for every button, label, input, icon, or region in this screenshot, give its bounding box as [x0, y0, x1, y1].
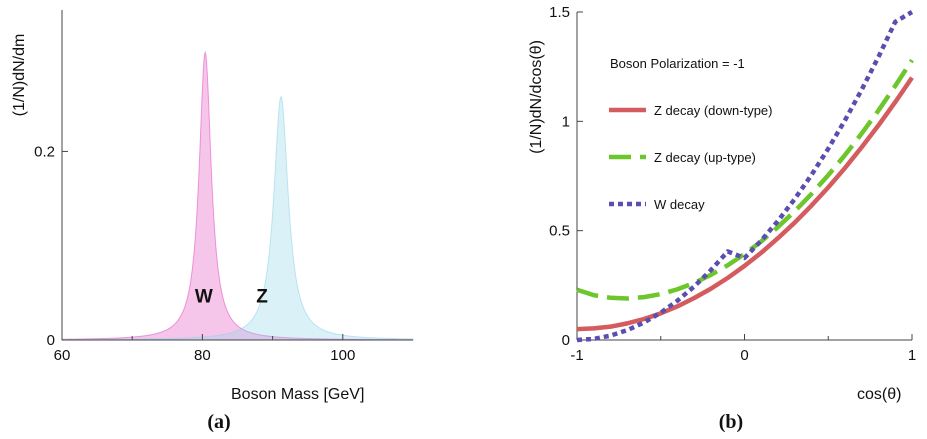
series-lines — [576, 10, 914, 343]
legend: Z decay (down-type) Z decay (up-type) W de… — [609, 103, 773, 212]
a-ticks: 60 80 100 0 0.2 — [34, 143, 355, 364]
legend-label: Z decay (down-type) — [654, 103, 773, 118]
b-x-tick-label: 0 — [740, 347, 748, 364]
b-x-tick-label: -1 — [570, 347, 583, 364]
b-y-tick-label: 0 — [562, 332, 570, 349]
a-y-tick-label: 0.2 — [34, 143, 55, 160]
panel-label-a: (a) — [207, 411, 230, 433]
a-x-axis-label: Boson Mass [GeV] — [231, 386, 364, 403]
panel-b: -1 0 100.511.5 Boson Polarization = -1 Z d… — [528, 4, 916, 433]
legend-label: W decay — [654, 197, 705, 212]
b-x-tick-label: 1 — [908, 347, 916, 364]
peak-label-w: W — [195, 286, 213, 307]
b-y-axis-label: (1/N)dN/dcos(θ) — [528, 40, 545, 154]
panel-a: 60 80 100 0 0.2 W Z (1/N)dN/dm Boson Mass [G… — [11, 10, 414, 433]
series-line-1 — [576, 58, 914, 301]
peak-area-w — [61, 50, 414, 341]
b-y-tick-label: 1 — [562, 113, 570, 130]
a-y-axis-label: (1/N)dN/dm — [11, 34, 28, 117]
a-x-tick-label: 80 — [194, 347, 211, 364]
a-y-tick-label: 0 — [47, 332, 55, 349]
series-line-0 — [576, 76, 914, 332]
legend-title: Boson Polarization = -1 — [610, 56, 745, 71]
b-ticks: -1 0 100.511.5 — [549, 4, 916, 364]
b-y-tick-label: 1.5 — [549, 4, 570, 21]
a-x-tick-label: 60 — [54, 347, 71, 364]
b-y-tick-label: 0.5 — [549, 223, 570, 240]
peak-fills — [61, 50, 414, 341]
panel-label-b: (b) — [719, 411, 743, 433]
peak-area-z — [61, 95, 414, 341]
series-line-2 — [576, 10, 914, 343]
peak-label-z: Z — [256, 286, 268, 307]
b-x-axis-label: cos(θ) — [857, 386, 901, 403]
legend-label: Z decay (up-type) — [654, 150, 756, 165]
a-x-tick-label: 100 — [330, 347, 355, 364]
